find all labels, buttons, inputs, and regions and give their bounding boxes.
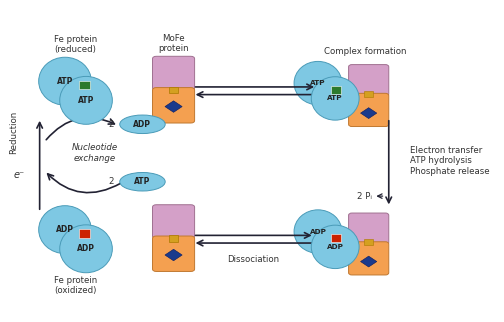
Text: ADP: ADP bbox=[309, 229, 327, 234]
Ellipse shape bbox=[294, 210, 342, 253]
Text: ADP: ADP bbox=[56, 225, 74, 234]
Text: MoFe
protein: MoFe protein bbox=[158, 34, 189, 53]
FancyBboxPatch shape bbox=[169, 235, 178, 242]
FancyBboxPatch shape bbox=[349, 213, 389, 245]
Text: 2: 2 bbox=[109, 177, 114, 186]
Text: ADP: ADP bbox=[134, 120, 152, 129]
FancyBboxPatch shape bbox=[153, 88, 195, 123]
Polygon shape bbox=[165, 249, 182, 261]
Polygon shape bbox=[165, 101, 182, 112]
Text: Reduction: Reduction bbox=[9, 111, 18, 154]
Ellipse shape bbox=[311, 225, 359, 269]
FancyBboxPatch shape bbox=[364, 239, 373, 245]
Text: Complex formation: Complex formation bbox=[324, 47, 406, 56]
Text: ATP: ATP bbox=[57, 77, 73, 86]
FancyBboxPatch shape bbox=[153, 56, 195, 90]
Ellipse shape bbox=[120, 115, 165, 134]
Text: ADP: ADP bbox=[327, 244, 344, 250]
Text: ATP: ATP bbox=[328, 95, 343, 101]
Text: ATP: ATP bbox=[78, 96, 94, 105]
Text: Fe protein
(reduced): Fe protein (reduced) bbox=[54, 35, 97, 54]
FancyBboxPatch shape bbox=[349, 93, 389, 127]
Ellipse shape bbox=[60, 225, 112, 273]
FancyBboxPatch shape bbox=[364, 91, 373, 97]
Polygon shape bbox=[360, 108, 377, 118]
Text: ADP: ADP bbox=[77, 244, 95, 253]
FancyBboxPatch shape bbox=[331, 234, 341, 242]
FancyBboxPatch shape bbox=[79, 80, 90, 90]
Text: Electron transfer
ATP hydrolysis
Phosphate release: Electron transfer ATP hydrolysis Phospha… bbox=[410, 146, 490, 176]
Text: 2 Pᵢ: 2 Pᵢ bbox=[357, 192, 372, 201]
FancyBboxPatch shape bbox=[331, 86, 341, 94]
Text: Dissociation: Dissociation bbox=[227, 255, 280, 264]
FancyBboxPatch shape bbox=[169, 87, 178, 93]
Ellipse shape bbox=[39, 57, 91, 105]
Text: Fe protein
(oxidized): Fe protein (oxidized) bbox=[54, 276, 97, 295]
Ellipse shape bbox=[294, 62, 342, 105]
Ellipse shape bbox=[60, 76, 112, 124]
FancyBboxPatch shape bbox=[349, 65, 389, 96]
Text: ATP: ATP bbox=[310, 80, 326, 86]
Text: e⁻: e⁻ bbox=[14, 170, 25, 180]
Ellipse shape bbox=[120, 173, 165, 191]
Text: 2: 2 bbox=[109, 120, 114, 129]
FancyBboxPatch shape bbox=[153, 205, 195, 239]
Ellipse shape bbox=[39, 206, 91, 253]
Text: ATP: ATP bbox=[134, 177, 151, 186]
FancyBboxPatch shape bbox=[153, 236, 195, 271]
Ellipse shape bbox=[311, 77, 359, 120]
FancyBboxPatch shape bbox=[349, 242, 389, 275]
FancyBboxPatch shape bbox=[79, 229, 90, 238]
Polygon shape bbox=[360, 256, 377, 267]
Text: Nucleotide
exchange: Nucleotide exchange bbox=[72, 143, 118, 163]
